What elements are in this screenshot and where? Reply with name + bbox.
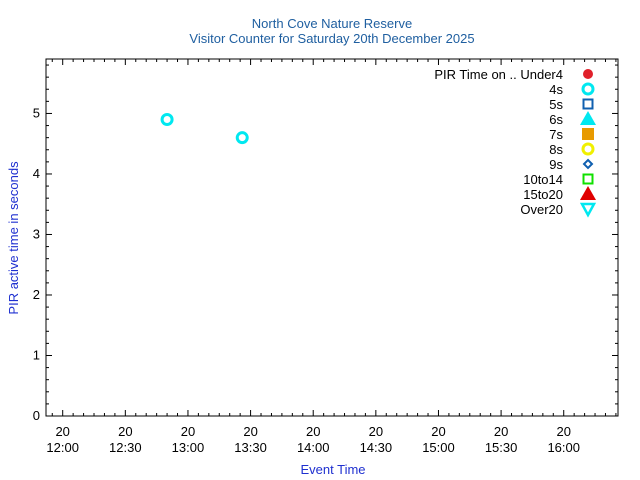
y-tick-label: 2 xyxy=(33,287,40,302)
x-axis: 2012:002012:302013:002013:302014:002014:… xyxy=(46,59,617,455)
legend: PIR Time on .. Under44s5s6s7s8s9s10to141… xyxy=(434,67,597,218)
x-tick-time-label: 12:30 xyxy=(109,440,142,455)
x-tick-day-label: 20 xyxy=(306,424,320,439)
legend-entry-label: 5s xyxy=(549,97,563,112)
chart-title: North Cove Nature Reserve xyxy=(252,16,412,31)
legend-marker xyxy=(580,186,596,200)
legend-marker xyxy=(581,142,595,156)
legend-entry-label: Over20 xyxy=(520,202,563,217)
data-point xyxy=(235,131,249,145)
chart-subtitle: Visitor Counter for Saturday 20th Decemb… xyxy=(189,31,474,46)
legend-entry-label: 7s xyxy=(549,127,563,142)
legend-entry-label: 6s xyxy=(549,112,563,127)
legend-marker xyxy=(580,111,596,125)
x-tick-day-label: 20 xyxy=(55,424,69,439)
data-points xyxy=(160,113,249,145)
y-tick-label: 0 xyxy=(33,408,40,423)
data-point xyxy=(160,113,174,127)
y-axis-label: PIR active time in seconds xyxy=(6,161,21,315)
y-tick-label: 5 xyxy=(33,105,40,120)
x-tick-day-label: 20 xyxy=(243,424,257,439)
legend-entry-label: PIR Time on .. Under4 xyxy=(434,67,563,82)
legend-marker xyxy=(582,158,594,170)
legend-marker xyxy=(582,98,594,110)
plot-area xyxy=(45,58,619,417)
x-tick-time-label: 14:30 xyxy=(360,440,393,455)
legend-marker xyxy=(582,128,594,140)
legend-marker xyxy=(582,173,594,185)
x-tick-time-label: 15:00 xyxy=(422,440,455,455)
x-tick-day-label: 20 xyxy=(369,424,383,439)
x-tick-day-label: 20 xyxy=(181,424,195,439)
x-axis-label: Event Time xyxy=(300,462,365,477)
legend-entry-label: 8s xyxy=(549,142,563,157)
y-tick-label: 3 xyxy=(33,226,40,241)
x-tick-time-label: 13:00 xyxy=(172,440,205,455)
y-tick-label: 1 xyxy=(33,347,40,362)
x-tick-time-label: 15:30 xyxy=(485,440,518,455)
x-tick-time-label: 14:00 xyxy=(297,440,330,455)
legend-entry-label: 15to20 xyxy=(523,187,563,202)
x-tick-time-label: 12:00 xyxy=(46,440,79,455)
legend-entry-label: 10to14 xyxy=(523,172,563,187)
x-tick-day-label: 20 xyxy=(431,424,445,439)
legend-marker xyxy=(579,202,597,218)
x-tick-time-label: 16:00 xyxy=(547,440,580,455)
y-axis: 0 1 2 3 4 5 xyxy=(33,64,618,423)
legend-marker xyxy=(581,82,595,96)
legend-entry-label: 4s xyxy=(549,82,563,97)
x-tick-day-label: 20 xyxy=(556,424,570,439)
x-tick-day-label: 20 xyxy=(494,424,508,439)
y-tick-label: 4 xyxy=(33,166,40,181)
legend-marker xyxy=(583,69,593,79)
legend-entry-label: 9s xyxy=(549,157,563,172)
x-tick-time-label: 13:30 xyxy=(234,440,267,455)
x-tick-day-label: 20 xyxy=(118,424,132,439)
